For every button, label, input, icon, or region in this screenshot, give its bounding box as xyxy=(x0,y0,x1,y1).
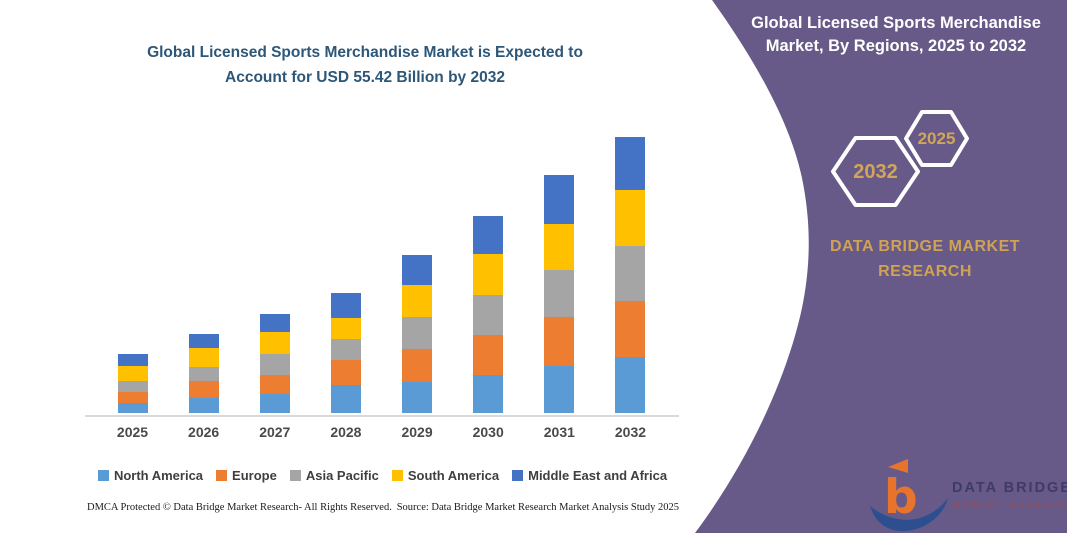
bar-segment-2030-middle-east-and-africa xyxy=(473,215,504,255)
x-axis-label-2027: 2027 xyxy=(259,424,291,440)
dbmr-logo-icon: b DATA BRIDGE MARKET RESEARCH xyxy=(870,459,1067,532)
chart-title-line1: Global Licensed Sports Merchandise Marke… xyxy=(147,44,583,61)
bar-segment-2027-europe xyxy=(259,374,290,395)
bar-segment-2026-middle-east-and-africa xyxy=(188,333,219,349)
bar-segment-2025-north-america xyxy=(117,402,148,413)
bar-segment-2031-asia-pacific xyxy=(544,270,575,317)
legend-item-north-america: North America xyxy=(97,468,204,483)
logo-text-primary: DATA BRIDGE xyxy=(952,480,1067,496)
hexagon-2025-icon xyxy=(904,110,969,167)
bar-segment-2029-south-america xyxy=(402,284,433,318)
bar-segment-2025-asia-pacific xyxy=(117,380,148,393)
bar-segment-2026-europe xyxy=(188,380,219,399)
bar-segment-2028-south-america xyxy=(330,317,361,339)
bar-segment-2028-europe xyxy=(330,359,361,385)
legend-swatch-icon xyxy=(391,470,403,481)
legend-label: Europe xyxy=(232,468,277,483)
bar-segment-2025-middle-east-and-africa xyxy=(117,353,148,367)
x-axis-label-2031: 2031 xyxy=(543,424,575,440)
x-axis-label-2029: 2029 xyxy=(401,424,433,440)
bar-segment-2032-europe xyxy=(615,301,646,357)
legend-label: Middle East and Africa xyxy=(528,468,668,483)
bar-segment-2031-south-america xyxy=(544,223,575,271)
x-axis-label-2028: 2028 xyxy=(330,424,362,440)
legend-swatch-icon xyxy=(289,470,301,481)
bar-segment-2025-south-america xyxy=(117,366,148,381)
x-axis-label-2025: 2025 xyxy=(116,424,149,440)
bar-segment-2027-middle-east-and-africa xyxy=(259,313,290,333)
bar-segment-2029-middle-east-and-africa xyxy=(402,254,433,285)
panel-title-line1: Global Licensed Sports Merchandise xyxy=(751,14,1041,32)
bar-segment-2029-asia-pacific xyxy=(402,317,433,350)
legend-item-middle-east-and-africa: Middle East and Africa xyxy=(512,468,667,483)
panel-title: Global Licensed Sports Merchandise Marke… xyxy=(738,12,1054,58)
bar-segment-2026-south-america xyxy=(188,348,219,368)
x-axis-line xyxy=(85,415,679,417)
bar-segment-2026-north-america xyxy=(188,398,219,413)
bar-segment-2031-europe xyxy=(544,316,575,367)
hexagon-2032-label: 2032 xyxy=(853,161,898,183)
legend-label: North America xyxy=(113,468,204,483)
hexagon-2025-label: 2025 xyxy=(917,129,956,148)
x-axis-label-2026: 2026 xyxy=(188,424,220,440)
chart-title-line2: Account for USD 55.42 Billion by 2032 xyxy=(225,69,505,86)
bar-segment-2031-north-america xyxy=(544,366,575,413)
x-axis-label-2030: 2030 xyxy=(472,424,504,440)
footer: DMCA Protected © Data Bridge Market Rese… xyxy=(87,502,679,513)
footer-dmca-text: DMCA Protected © Data Bridge Market Rese… xyxy=(87,502,392,513)
bar-segment-2030-asia-pacific xyxy=(473,294,504,335)
brand-wordmark-line1: DATA BRIDGE MARKET xyxy=(829,238,1021,255)
bar-segment-2028-asia-pacific xyxy=(330,338,361,360)
bar-segment-2032-middle-east-and-africa xyxy=(615,137,646,190)
legend-swatch-icon xyxy=(97,470,109,481)
bar-segment-2028-north-america xyxy=(330,384,361,413)
purple-panel-shape xyxy=(695,0,1067,533)
legend-label: Asia Pacific xyxy=(305,468,379,483)
bar-segment-2029-north-america xyxy=(402,382,433,413)
legend-item-asia-pacific: Asia Pacific xyxy=(289,468,379,483)
panel-title-line2: Market, By Regions, 2025 to 2032 xyxy=(765,37,1027,55)
logo-text-secondary: MARKET RESEARCH xyxy=(953,499,1067,509)
svg-text:b: b xyxy=(884,470,918,525)
bar-segment-2031-middle-east-and-africa xyxy=(544,175,575,224)
bar-segment-2032-south-america xyxy=(615,189,646,247)
legend-swatch-icon xyxy=(216,470,228,481)
brand-wordmark-line2: RESEARCH xyxy=(878,263,972,280)
bar-segment-2032-north-america xyxy=(615,356,646,413)
legend-swatch-icon xyxy=(512,470,524,481)
bar-segment-2030-north-america xyxy=(473,374,504,413)
hexagon-2032-icon xyxy=(831,136,920,207)
bar-segment-2025-europe xyxy=(117,392,148,403)
legend-item-south-america: South America xyxy=(391,468,500,483)
bar-segment-2028-middle-east-and-africa xyxy=(330,292,361,318)
legend-label: South America xyxy=(407,468,500,483)
chart-legend: North America Europe Asia Pacific South Ame… xyxy=(85,468,680,483)
brand-wordmark: DATA BRIDGE MARKET RESEARCH xyxy=(795,234,1055,284)
bar-segment-2027-south-america xyxy=(259,332,290,355)
footer-source-text: Source: Data Bridge Market Research Mark… xyxy=(396,502,679,513)
bar-segment-2026-asia-pacific xyxy=(188,367,219,381)
bar-segment-2029-europe xyxy=(402,349,433,383)
bar-segment-2027-north-america xyxy=(259,394,290,413)
bar-segment-2032-asia-pacific xyxy=(615,246,646,302)
legend-item-europe: Europe xyxy=(216,468,277,483)
bar-segment-2027-asia-pacific xyxy=(259,354,290,375)
bar-segment-2030-europe xyxy=(473,334,504,375)
chart-title: Global Licensed Sports Merchandise Marke… xyxy=(100,40,630,90)
x-axis-label-2032: 2032 xyxy=(614,424,647,440)
bar-segment-2030-south-america xyxy=(473,254,504,295)
